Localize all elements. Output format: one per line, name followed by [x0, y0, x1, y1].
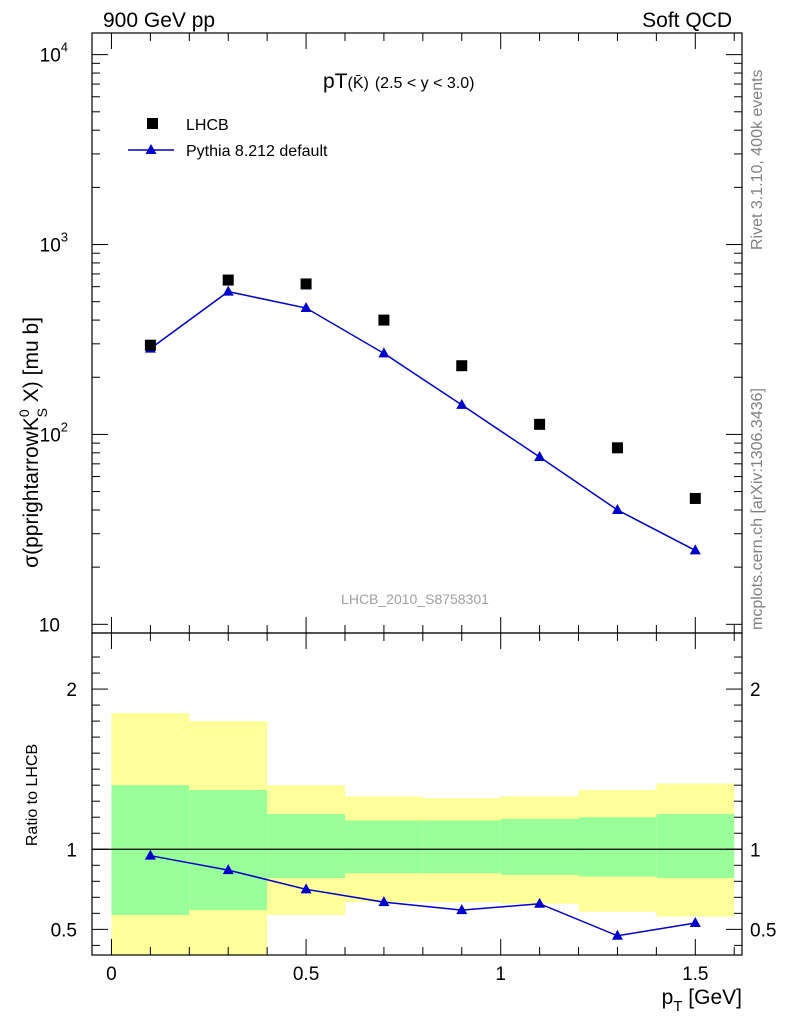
ratio-mc-point: [611, 929, 623, 940]
ratio-inner-band: [578, 817, 657, 877]
main-panel: [144, 274, 701, 555]
xlabel-main: p: [662, 986, 674, 1009]
ratio-inner-band: [344, 820, 423, 874]
ratio-mc-point: [689, 916, 701, 927]
ratio-inner-band: [189, 789, 268, 911]
main-y-axis-label: σ(pprightarrowK0 S X) [mu b]: [16, 317, 50, 568]
ratio-mc-point: [144, 849, 156, 860]
data-point: [689, 492, 701, 504]
ratio-y-tick-label-right: 1: [750, 840, 761, 861]
y-tick-label: 10: [39, 615, 60, 636]
xlabel-sub: T: [673, 998, 682, 1015]
mc-point: [456, 398, 468, 409]
ylabel-sub: S: [34, 408, 50, 417]
data-point: [144, 339, 156, 351]
y-tick-label: 103: [40, 230, 68, 257]
ratio-mc-point: [378, 896, 390, 907]
ylabel-main: σ(pprightarrowK: [20, 417, 43, 568]
y-tick-base: 10: [40, 46, 61, 67]
mc-point: [222, 285, 234, 296]
x-tick-label: 1: [495, 964, 506, 985]
mc-line: [149, 290, 696, 552]
ratio-inner-band: [656, 814, 735, 879]
ratio-mc-point: [222, 864, 234, 875]
mc-point: [300, 302, 312, 313]
xlabel-tail: [GeV]: [682, 986, 742, 1009]
chart-title-range: (2.5 < y < 3.0): [375, 75, 475, 92]
chart-title-particle: (K̄): [348, 75, 369, 92]
ratio-y-tick-label-right: 2: [750, 680, 761, 701]
data-point: [378, 314, 390, 326]
header-left: 900 GeV pp: [103, 9, 215, 32]
ratio-mc-line: [150, 854, 696, 937]
legend-mc-marker: [145, 144, 157, 154]
x-tick-label: 0: [106, 964, 117, 985]
y-tick-base: 10: [40, 236, 61, 257]
ylabel-sup: 0: [16, 409, 32, 417]
legend: LHCB Pythia 8.212 default: [128, 117, 328, 160]
ratio-axes: 0 0.5 1 1.5 0.5 0.5 1 1 2 2: [51, 633, 776, 985]
x-tick-label: 0.5: [293, 964, 319, 985]
ylabel-tail: X) [mu b]: [20, 317, 43, 408]
data-point: [456, 360, 468, 372]
ratio-mc-point: [456, 904, 468, 915]
y-tick-exponent: 2: [61, 419, 68, 434]
y-tick-base: 10: [39, 615, 60, 636]
ratio-y-tick-label: 0.5: [51, 920, 77, 941]
ratio-inner-band: [422, 820, 501, 874]
header-right: Soft QCD: [642, 9, 732, 32]
y-tick-label: 102: [40, 419, 68, 446]
ratio-panel: [92, 848, 742, 940]
ratio-panel-frame: [91, 632, 743, 956]
ratio-y-tick-label: 1: [66, 840, 77, 861]
data-point: [300, 278, 312, 290]
legend-mc-label: Pythia 8.212 default: [186, 143, 328, 160]
chart-title: pT(K̄) (2.5 < y < 3.0): [323, 70, 474, 93]
ratio-y-tick-label: 2: [66, 680, 77, 701]
ratio-mc-point: [534, 897, 546, 908]
ratio-bands: [111, 713, 735, 955]
rivet-label: Rivet 3.1.10, 400k events: [749, 69, 766, 250]
mc-point: [534, 451, 546, 462]
mc-point: [689, 544, 701, 555]
data-point: [222, 274, 234, 286]
data-point: [534, 418, 546, 430]
data-point: [611, 442, 623, 454]
y-tick-exponent: 3: [61, 230, 68, 245]
x-axis-label: pT [GeV]: [662, 986, 742, 1015]
ratio-mc-point: [300, 883, 312, 894]
y-tick-exponent: 4: [61, 40, 68, 55]
x-tick-label: 1.5: [682, 964, 708, 985]
y-tick-base: 10: [40, 425, 61, 446]
analysis-watermark: LHCB_2010_S8758301: [341, 591, 489, 607]
ratio-y-axis-label: Ratio to LHCB: [24, 744, 41, 846]
mcplots-label: mcplots.cern.ch [arXiv:1306.3436]: [749, 388, 766, 630]
ratio-y-tick-label-right: 0.5: [750, 920, 776, 941]
chart-title-base: pT: [323, 70, 348, 93]
legend-data-label: LHCB: [186, 117, 229, 134]
ratio-inner-band: [267, 814, 345, 879]
legend-data-marker: [147, 118, 158, 129]
ratio-inner-band: [500, 818, 579, 875]
y-tick-label: 104: [40, 40, 68, 67]
mc-point: [378, 347, 390, 358]
mc-point: [611, 503, 623, 514]
